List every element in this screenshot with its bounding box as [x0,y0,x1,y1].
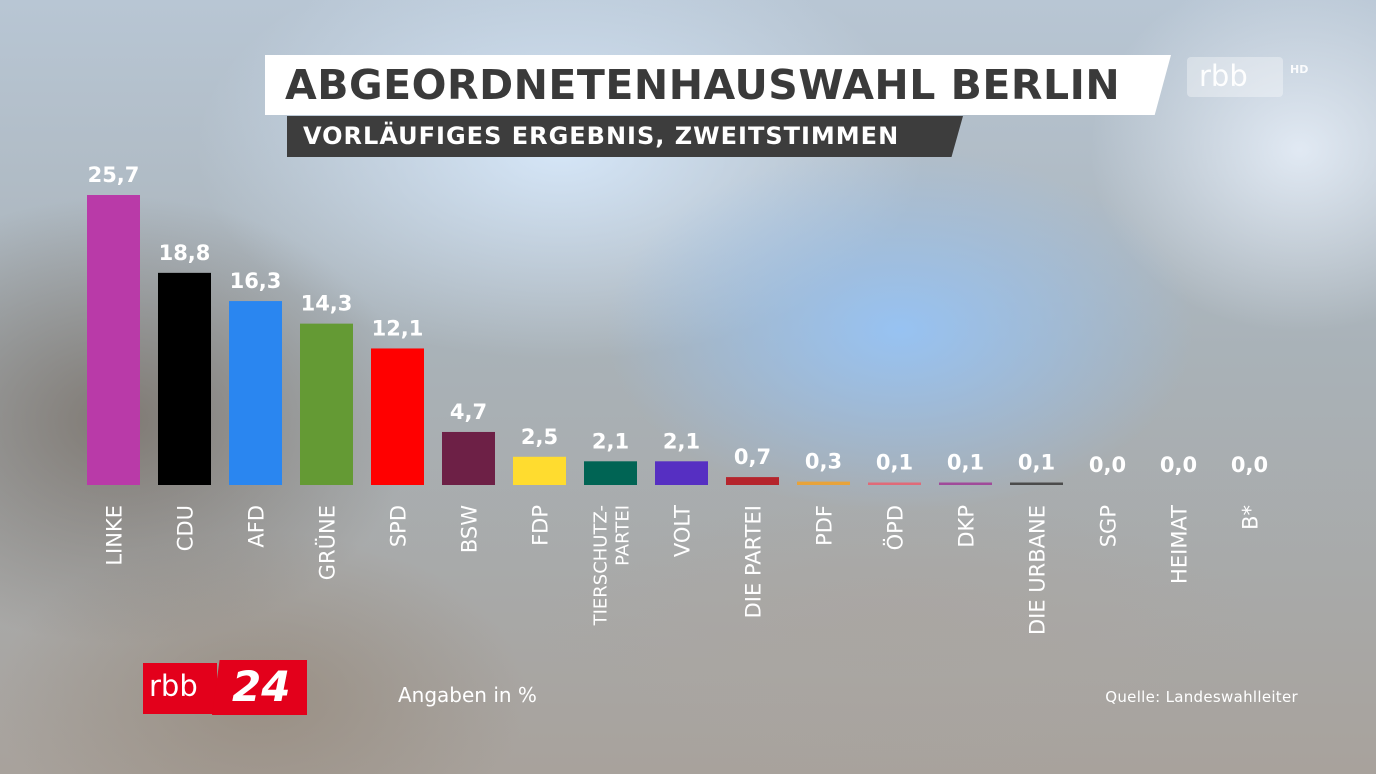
value-label-13: 0,1 [1018,451,1055,475]
bar-10 [797,481,850,485]
rbb24-logo-24-text: 24 [232,662,291,711]
bar-2 [229,301,282,485]
value-label-6: 2,5 [521,425,558,449]
category-label-10: PDF [813,505,837,546]
category-label-9: DIE PARTEI [742,505,766,618]
value-label-0: 25,7 [88,163,140,187]
chart-title: ABGEORDNETENHAUSWAHL BERLIN [285,61,1121,109]
value-label-14: 0,0 [1089,453,1126,477]
value-label-11: 0,1 [876,451,913,475]
units-note: Angaben in % [398,683,537,707]
bar-0 [87,195,140,485]
bar-12 [939,482,992,485]
category-label-12: DKP [955,505,979,548]
rbb-channel-logo-text: rbb [1199,59,1248,93]
bar-6 [513,456,566,485]
title-banner: ABGEORDNETENHAUSWAHL BERLIN [265,55,1171,115]
value-label-10: 0,3 [805,450,842,474]
value-label-1: 18,8 [159,241,211,265]
value-label-7: 2,1 [592,429,629,453]
category-label-1: CDU [174,505,198,551]
chart-subtitle: VORLÄUFIGES ERGEBNIS, ZWEITSTIMMEN [303,122,900,150]
category-label-11: ÖPD [883,505,908,550]
value-label-2: 16,3 [230,269,282,293]
bar-9 [726,477,779,485]
category-label-8: VOLT [671,505,695,557]
source-note: Quelle: Landeswahlleiter [1105,688,1298,706]
bar-4 [371,348,424,485]
bar-7 [584,461,637,485]
rbb24-logo-24: 24 [212,660,307,715]
value-label-8: 2,1 [663,429,700,453]
category-label-2: AFD [245,505,269,548]
subtitle-banner: VORLÄUFIGES ERGEBNIS, ZWEITSTIMMEN [287,116,963,157]
bar-8 [655,461,708,485]
category-label-5: BSW [458,505,482,553]
value-label-16: 0,0 [1231,453,1268,477]
rbb24-logo-rbb-text: rbb [149,669,198,703]
category-label-14: SGP [1097,505,1121,547]
value-label-4: 12,1 [372,316,424,340]
category-label-0: LINKE [103,505,127,566]
hd-badge: HD [1290,63,1309,76]
category-label-6: FDP [529,505,553,546]
value-label-15: 0,0 [1160,453,1197,477]
value-label-9: 0,7 [734,445,771,469]
category-label-3: GRÜNE [315,505,340,580]
value-label-12: 0,1 [947,451,984,475]
bar-13 [1010,482,1063,485]
bar-3 [300,323,353,485]
bar-5 [442,431,495,485]
category-label-4: SPD [387,505,411,547]
bar-11 [868,482,921,485]
rbb-channel-logo: rbb [1187,57,1283,97]
bar-1 [158,272,211,485]
category-label-7: TIERSCHUTZ-PARTEI [591,505,634,626]
category-label-13: DIE URBANE [1026,505,1050,635]
category-label-15: HEIMAT [1168,505,1192,584]
value-label-5: 4,7 [450,400,487,424]
rbb24-logo-rbb: rbb [143,663,217,714]
category-label-16: B* [1239,505,1263,530]
value-label-3: 14,3 [301,292,353,316]
